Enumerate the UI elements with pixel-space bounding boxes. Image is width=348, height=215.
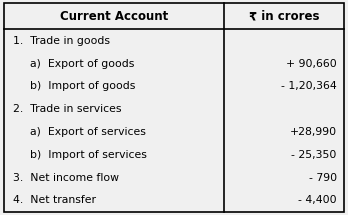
- Text: Current Account: Current Account: [60, 10, 168, 23]
- Text: - 1,20,364: - 1,20,364: [281, 81, 337, 91]
- Text: 4.  Net transfer: 4. Net transfer: [13, 195, 96, 205]
- Text: b)  Import of services: b) Import of services: [30, 150, 147, 160]
- Text: a)  Export of goods: a) Export of goods: [30, 58, 135, 69]
- Text: +28,990: +28,990: [290, 127, 337, 137]
- Text: + 90,660: + 90,660: [286, 58, 337, 69]
- Text: - 25,350: - 25,350: [292, 150, 337, 160]
- Text: - 4,400: - 4,400: [298, 195, 337, 205]
- Text: - 790: - 790: [309, 173, 337, 183]
- Text: 2.  Trade in services: 2. Trade in services: [13, 104, 121, 114]
- Text: ₹ in crores: ₹ in crores: [249, 10, 319, 23]
- Text: 3.  Net income flow: 3. Net income flow: [13, 173, 119, 183]
- Text: 1.  Trade in goods: 1. Trade in goods: [13, 36, 110, 46]
- Text: b)  Import of goods: b) Import of goods: [30, 81, 136, 91]
- Text: a)  Export of services: a) Export of services: [30, 127, 146, 137]
